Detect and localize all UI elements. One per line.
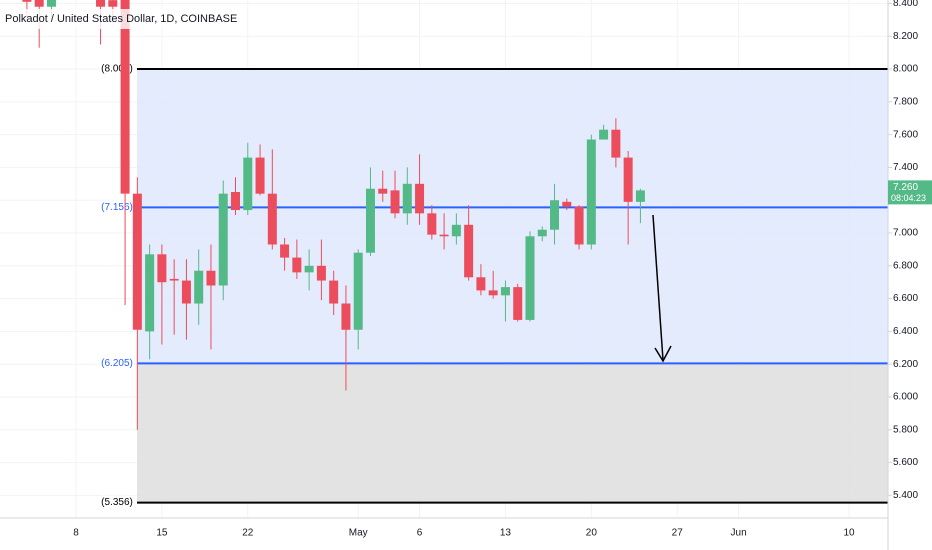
y-tick-label: 5.400 bbox=[893, 490, 918, 501]
candles bbox=[22, 0, 645, 430]
x-tick-label: 8 bbox=[73, 528, 79, 539]
level-label: (5.356) bbox=[101, 497, 133, 508]
candle-body bbox=[427, 213, 437, 235]
candle-body bbox=[194, 270, 204, 304]
candle-body bbox=[218, 193, 228, 286]
x-tick-label: 22 bbox=[242, 528, 254, 539]
candle-body bbox=[439, 234, 449, 237]
candle-body bbox=[415, 183, 425, 214]
x-tick-label: 10 bbox=[843, 528, 855, 539]
candle-body bbox=[181, 280, 191, 304]
candle-body bbox=[108, 0, 118, 7]
y-tick-label: 6.600 bbox=[893, 293, 918, 304]
arrow bbox=[652, 214, 672, 363]
y-tick-label: 7.400 bbox=[893, 162, 918, 173]
level-label-bg bbox=[100, 495, 134, 510]
candle-body bbox=[255, 157, 265, 194]
y-tick-label: 7.600 bbox=[893, 129, 918, 140]
countdown-label: 08:04:23 bbox=[891, 193, 926, 203]
candle-body bbox=[550, 200, 560, 230]
candle-body bbox=[206, 270, 216, 286]
candle-body bbox=[353, 252, 363, 330]
candle-body bbox=[132, 193, 142, 330]
y-tick-label: 7.800 bbox=[893, 96, 918, 107]
zone bbox=[137, 69, 888, 364]
candle-body bbox=[329, 280, 339, 304]
y-tick-label: 5.600 bbox=[893, 457, 918, 468]
y-tick-label: 6.800 bbox=[893, 260, 918, 271]
candle-body bbox=[488, 290, 498, 296]
candle-body bbox=[513, 287, 523, 320]
candle-body bbox=[525, 236, 535, 320]
y-tick-label: 5.800 bbox=[893, 424, 918, 435]
y-tick-label: 8.000 bbox=[893, 64, 918, 75]
level-label: (7.156) bbox=[101, 202, 133, 213]
candle-body bbox=[22, 0, 32, 2]
chart-title: Polkadot / United States Dollar, 1D, COI… bbox=[5, 13, 237, 25]
candle-body bbox=[476, 277, 486, 291]
candle-body bbox=[96, 0, 106, 7]
y-tick-label: 6.000 bbox=[893, 392, 918, 403]
x-tick-label: 20 bbox=[586, 528, 598, 539]
x-tick-label: Jun bbox=[731, 528, 747, 539]
candle-body bbox=[169, 278, 179, 281]
level-label: (6.205) bbox=[101, 358, 133, 369]
x-tick-label: May bbox=[349, 528, 368, 539]
axes: 8.4008.2008.0007.8007.6007.4007.2007.000… bbox=[73, 0, 932, 539]
candle-body bbox=[145, 254, 155, 332]
candle-body bbox=[586, 139, 596, 245]
candle-body bbox=[120, 0, 130, 194]
x-tick-label: 15 bbox=[156, 528, 168, 539]
candle-body bbox=[599, 129, 609, 140]
y-tick-label: 8.200 bbox=[893, 31, 918, 42]
y-tick-label: 8.400 bbox=[893, 0, 918, 9]
x-tick-label: 13 bbox=[500, 528, 512, 539]
zone bbox=[137, 363, 888, 503]
x-tick-label: 6 bbox=[417, 528, 423, 539]
zones bbox=[137, 69, 888, 503]
candle-body bbox=[34, 0, 44, 7]
level-label-bg bbox=[100, 356, 134, 371]
candle-body bbox=[537, 229, 547, 237]
levels: (8.000) (7.156) (6.205) (5.356) bbox=[100, 62, 888, 510]
candle-body bbox=[304, 265, 314, 273]
candle-body bbox=[402, 183, 412, 214]
candle-body bbox=[243, 157, 253, 211]
title-backdrop bbox=[0, 9, 214, 29]
candle-body bbox=[500, 287, 510, 296]
arrow-shaft bbox=[652, 214, 664, 361]
candle-body bbox=[574, 206, 584, 245]
candle-body bbox=[292, 257, 302, 273]
arrow-head bbox=[654, 345, 672, 363]
candle-body bbox=[267, 193, 277, 245]
y-tick-label: 6.200 bbox=[893, 359, 918, 370]
candle-body bbox=[365, 188, 375, 253]
candle-body bbox=[464, 224, 474, 278]
candle-body bbox=[623, 157, 633, 202]
level-label: (8.000) bbox=[101, 64, 133, 75]
candle-body bbox=[341, 303, 351, 330]
candle-body bbox=[635, 190, 645, 202]
last-price-box bbox=[888, 180, 932, 205]
last-price-label: 7.260 bbox=[893, 182, 918, 193]
candle-body bbox=[451, 224, 461, 237]
candle-body bbox=[157, 254, 167, 283]
candle-body bbox=[390, 190, 400, 214]
y-tick-label: 7.000 bbox=[893, 228, 918, 239]
candle-body bbox=[316, 265, 326, 281]
x-tick-label: 27 bbox=[672, 528, 684, 539]
y-tick-label: 6.400 bbox=[893, 326, 918, 337]
candle-body bbox=[231, 192, 241, 211]
candle-body bbox=[280, 244, 290, 258]
candle-body bbox=[611, 129, 621, 158]
candle-body bbox=[378, 188, 388, 194]
candle-body bbox=[46, 0, 56, 7]
candle-body bbox=[562, 201, 572, 207]
